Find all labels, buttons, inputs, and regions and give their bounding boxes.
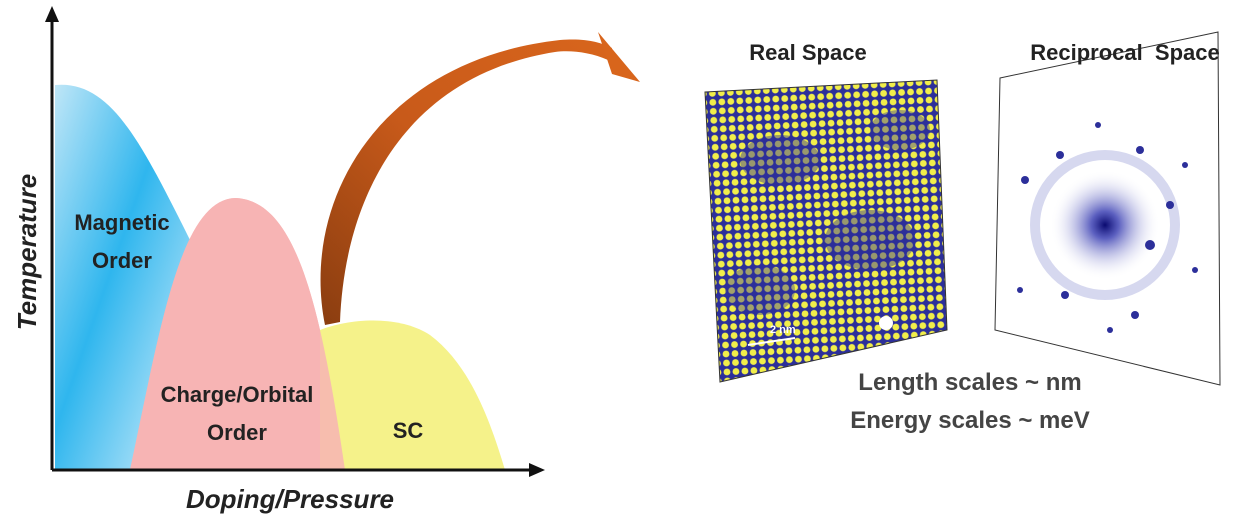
real-space-image <box>705 80 947 382</box>
region-label: Charge/Orbital <box>161 382 314 407</box>
region-label: Order <box>207 420 267 445</box>
arrow <box>321 39 612 325</box>
region-label: Order <box>92 248 152 273</box>
x-arrow <box>529 463 545 477</box>
region-label: Magnetic <box>74 210 169 235</box>
caption: Energy scales ~ meV <box>850 407 1089 434</box>
y-arrow <box>45 6 59 22</box>
scale-bar-label: 2 nm <box>770 324 796 336</box>
sc-region <box>320 320 505 470</box>
caption: Length scales ~ nm <box>858 369 1081 396</box>
diagram: 2 nm Temperature Doping/Pressure Magneti… <box>0 0 1254 520</box>
x-axis-label: Doping/Pressure <box>186 484 394 514</box>
y-axis-label: Temperature <box>12 174 42 331</box>
panel-title: Real Space <box>749 40 866 65</box>
region-label: SC <box>393 418 424 443</box>
panel-title: Reciprocal Space <box>1030 40 1220 65</box>
